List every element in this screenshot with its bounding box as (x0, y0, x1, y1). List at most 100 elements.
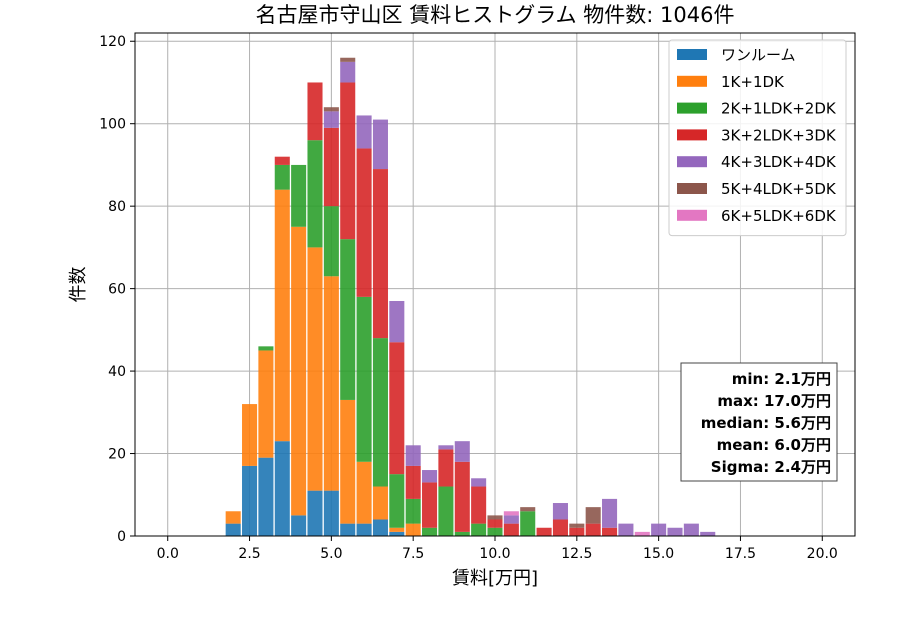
histogram-bar (552, 519, 568, 536)
histogram-bar (372, 486, 388, 520)
histogram-bar (307, 140, 323, 248)
y-tick-label: 100 (99, 117, 126, 133)
histogram-bar (487, 515, 503, 520)
histogram-bar (405, 445, 421, 466)
histogram-bar (454, 461, 470, 532)
histogram-bar (274, 156, 290, 165)
y-tick-label: 20 (108, 447, 126, 463)
histogram-bar (258, 350, 274, 458)
legend-label: 1K+1DK (721, 73, 785, 91)
histogram-bar (225, 511, 241, 524)
histogram-bar (602, 498, 618, 528)
histogram-bar (307, 490, 323, 536)
histogram-bar (291, 226, 307, 516)
histogram-bar (389, 474, 405, 528)
histogram-bar (438, 445, 454, 450)
legend-swatch (677, 49, 707, 60)
histogram-bar (356, 148, 372, 297)
stats-line: max: 17.0万円 (717, 392, 831, 410)
histogram-bar (454, 441, 470, 462)
histogram-bar (618, 523, 634, 536)
histogram-bar (307, 82, 323, 141)
stats-line: median: 5.6万円 (701, 414, 831, 432)
histogram-bar (471, 478, 487, 487)
legend-swatch (677, 183, 707, 194)
histogram-bar (487, 527, 503, 536)
x-tick-label: 20.0 (807, 546, 838, 562)
histogram-bar (340, 82, 356, 240)
histogram-bar (422, 482, 438, 528)
stats-line: mean: 6.0万円 (717, 436, 831, 454)
histogram-bar (503, 523, 519, 536)
histogram-bar (651, 523, 667, 536)
histogram-bar (405, 498, 421, 524)
histogram-bar (258, 457, 274, 536)
histogram-bar (569, 523, 585, 528)
legend-swatch (677, 209, 707, 221)
histogram-bar (274, 164, 290, 190)
x-axis-label: 賃料[万円] (452, 568, 538, 589)
histogram-bar (356, 461, 372, 524)
y-tick-label: 60 (108, 282, 126, 298)
y-tick-label: 0 (117, 529, 126, 545)
legend-swatch (677, 156, 707, 168)
histogram-bar (487, 519, 503, 528)
histogram-bar (700, 531, 716, 536)
ticks-layer: 0.0 2.5 5.0 7.5 10.0 12.5 15.0 17.5 20.0 0 20 40 60 8… (99, 34, 838, 562)
histogram-bar (405, 523, 421, 536)
histogram-bar (323, 276, 339, 491)
histogram-bar (602, 527, 618, 536)
histogram-bar (323, 107, 339, 112)
histogram-bar (520, 507, 536, 512)
x-tick-label: 5.0 (320, 546, 342, 562)
histogram-bar (323, 206, 339, 277)
histogram-bar (667, 527, 683, 536)
histogram-bar (356, 296, 372, 462)
histogram-bar (536, 527, 552, 536)
x-tick-label: 0.0 (157, 546, 179, 562)
histogram-bar (389, 342, 405, 475)
y-tick-label: 40 (108, 364, 126, 380)
legend-label: ワンルーム (721, 46, 796, 64)
histogram-bar (340, 523, 356, 536)
x-tick-label: 2.5 (238, 546, 260, 562)
histogram-bar (683, 523, 699, 536)
y-tick-label: 120 (99, 34, 126, 50)
histogram-bar (242, 465, 258, 536)
histogram-bar (291, 515, 307, 536)
legend-label: 6K+5LDK+6DK (721, 207, 837, 225)
legend-swatch (677, 75, 707, 87)
x-tick-label: 17.5 (725, 546, 756, 562)
histogram-bar (422, 470, 438, 483)
histogram-bar (340, 61, 356, 83)
histogram-bar (634, 531, 650, 536)
histogram-bar (454, 531, 470, 536)
histogram-bar (340, 57, 356, 62)
legend-label: 3K+2LDK+3DK (721, 126, 837, 144)
histogram-bar (405, 465, 421, 499)
histogram-bar (552, 503, 568, 520)
stats-line: min: 2.1万円 (732, 370, 831, 388)
histogram-bar (389, 527, 405, 532)
legend-label: 2K+1LDK+2DK (721, 100, 837, 118)
y-axis-label: 件数 (68, 267, 89, 303)
histogram-bar (389, 300, 405, 343)
histogram-bar (389, 531, 405, 536)
histogram-bar (274, 441, 290, 536)
histogram-bar (323, 490, 339, 536)
histogram-bar (274, 189, 290, 442)
legend-label: 4K+3LDK+4DK (721, 153, 837, 171)
x-tick-label: 15.0 (643, 546, 674, 562)
histogram-bar (438, 486, 454, 536)
histogram-bar (340, 399, 356, 524)
chart-title: 名古屋市守山区 賃料ヒストグラム 物件数: 1046件 (256, 3, 735, 27)
histogram-bar (323, 127, 339, 207)
histogram-bar (503, 515, 519, 524)
legend-label: 5K+4LDK+5DK (721, 180, 837, 198)
x-tick-label: 7.5 (402, 546, 424, 562)
legend-box (668, 39, 847, 237)
histogram-bar (356, 523, 372, 536)
histogram-bar (372, 519, 388, 536)
